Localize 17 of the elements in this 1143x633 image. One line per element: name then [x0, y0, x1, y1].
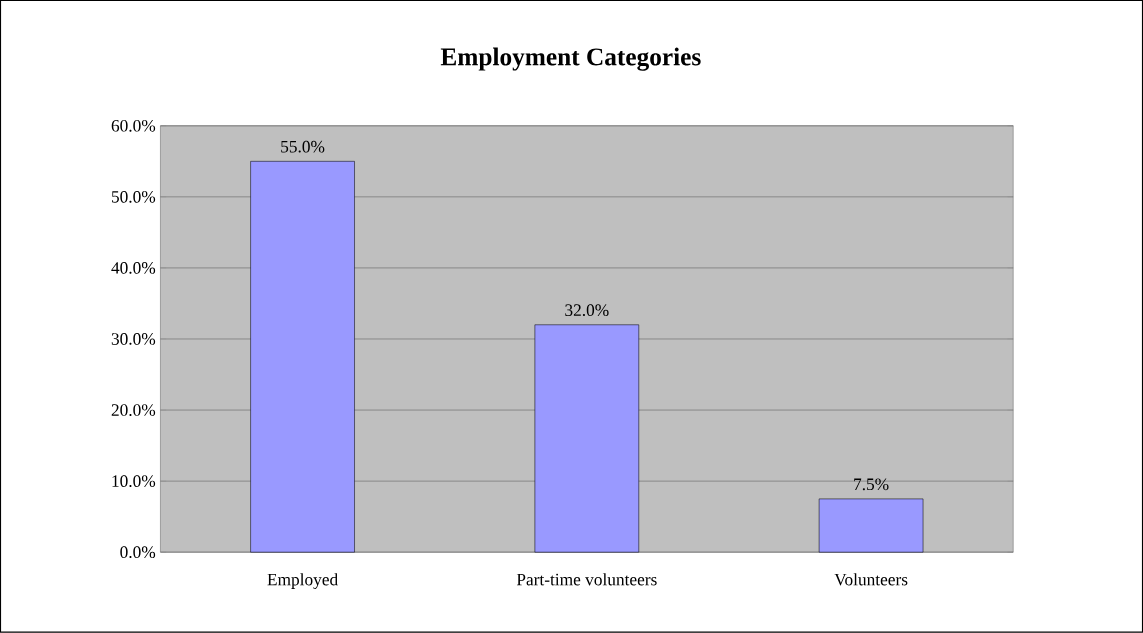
data-label: 55.0% [281, 141, 325, 153]
chart-title: Employment Categories [440, 47, 701, 71]
bar [818, 498, 924, 553]
x-tick-label: Volunteers [834, 573, 908, 586]
y-tick-label: 0.0% [120, 546, 156, 559]
y-tick-label: 40.0% [111, 262, 156, 274]
y-tick-label: 60.0% [111, 120, 156, 132]
y-tick-label: 10.0% [112, 475, 156, 488]
y-tick-label: 20.0% [111, 404, 156, 417]
data-label: 32.0% [565, 304, 609, 317]
x-tick-label: Part-time volunteers [516, 573, 657, 586]
y-tick-label: 50.0% [111, 191, 156, 203]
y-tick-label: 30.0% [111, 333, 156, 346]
data-label: 7.5% [854, 478, 889, 491]
bar [534, 324, 640, 553]
bar [250, 161, 355, 553]
x-tick-label: Employed [267, 573, 338, 590]
